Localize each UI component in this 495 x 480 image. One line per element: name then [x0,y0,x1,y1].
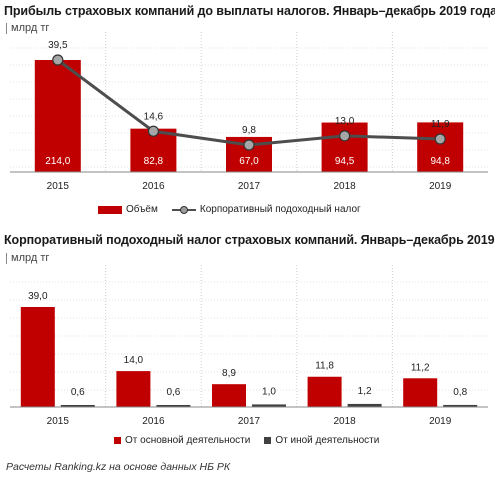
legend-swatch-main [114,437,121,444]
bar-other-2019 [443,404,478,407]
line-label-cit-2018: 13,0 [335,116,355,127]
x-tick-label-2017: 2017 [238,416,261,427]
bar-label-other-2016: 0,6 [166,387,180,398]
bar-label-other-2015: 0,6 [71,387,85,398]
x-tick-label-2015: 2015 [47,416,70,427]
bar-label-main-2018: 11,8 [315,361,334,372]
bar-label-main-2017: 8,9 [222,368,236,379]
bar-main-2016 [116,371,151,407]
chart1-unit-label: млрд тг [6,23,49,34]
bar-label-volume-2016: 82,8 [144,156,164,167]
chart2-plot: 39,0 0,6 2015 14,0 0,6 2016 8,9 1,0 2017 11,8 1,2 2… [10,265,488,427]
bar-other-2016 [156,405,191,407]
bar-other-2015 [60,405,95,407]
chart1-title: Прибыль страховых компаний до выплаты на… [4,4,495,18]
x-tick-label-2018: 2018 [333,181,356,192]
bar-main-2017 [212,384,246,407]
line-point-cit-2019 [434,133,446,145]
bar-label-main-2019: 11,2 [411,362,430,373]
bar-other-2017 [252,404,286,407]
line-point-cit-2016 [147,125,159,137]
line-label-cit-2019: 11,9 [431,119,450,130]
x-tick-label-2018: 2018 [333,416,356,427]
bar-label-volume-2018: 94,5 [335,156,355,167]
line-label-cit-2016: 14,6 [144,111,164,122]
source-note: Расчеты Ranking.kz на основе данных НБ Р… [6,461,231,473]
x-tick-label-2019: 2019 [429,416,452,427]
line-label-cit-2015: 39,5 [48,40,68,51]
bar-main-2019 [403,378,438,407]
bar-label-other-2018: 1,2 [358,386,372,397]
bar-label-volume-2017: 67,0 [239,156,259,167]
legend-label-volume: Объём [126,204,158,215]
bar-label-volume-2019: 94,8 [430,156,450,167]
bar-label-main-2016: 14,0 [124,355,144,366]
chart2-title: Корпоративный подоходный налог страховых… [4,233,495,247]
bar-main-2015 [20,307,55,407]
chart2-unit-label: млрд тг [6,253,49,264]
legend-label-main: От основной деятельности [125,435,251,446]
legend-swatch-volume [98,205,122,214]
legend-label-cit: Корпоративный подоходный налог [199,204,361,215]
line-point-cit-2015 [52,54,64,66]
bar-label-volume-2015: 214,0 [45,156,70,167]
bar-label-other-2017: 1,0 [262,386,276,397]
x-tick-label-2019: 2019 [429,181,452,192]
bar-label-other-2019: 0,8 [453,387,467,398]
legend-swatch-cit [171,205,196,214]
x-tick-label-2016: 2016 [142,181,165,192]
line-label-cit-2017: 9,8 [242,125,256,136]
legend-swatch-other [264,437,272,444]
bar-volume-2019 [417,122,464,172]
line-point-cit-2017 [243,139,255,151]
chart1-plot: 214,0 2015 82,8 2016 67,0 2017 94,5 2018 94,8 201… [10,32,488,192]
bar-other-2018 [347,403,382,407]
chart2-legend: От основной деятельности От иной деятель… [114,435,379,446]
line-point-cit-2018 [339,130,351,142]
bar-label-main-2015: 39,0 [28,291,48,302]
x-tick-label-2015: 2015 [47,181,70,192]
legend-label-other: От иной деятельности [275,435,380,446]
x-tick-label-2016: 2016 [142,416,165,427]
chart1-legend: Объём Корпоративный подоходный налог [98,204,361,215]
bar-volume-2015 [34,60,81,172]
x-tick-label-2017: 2017 [238,181,261,192]
bar-main-2018 [307,376,342,407]
